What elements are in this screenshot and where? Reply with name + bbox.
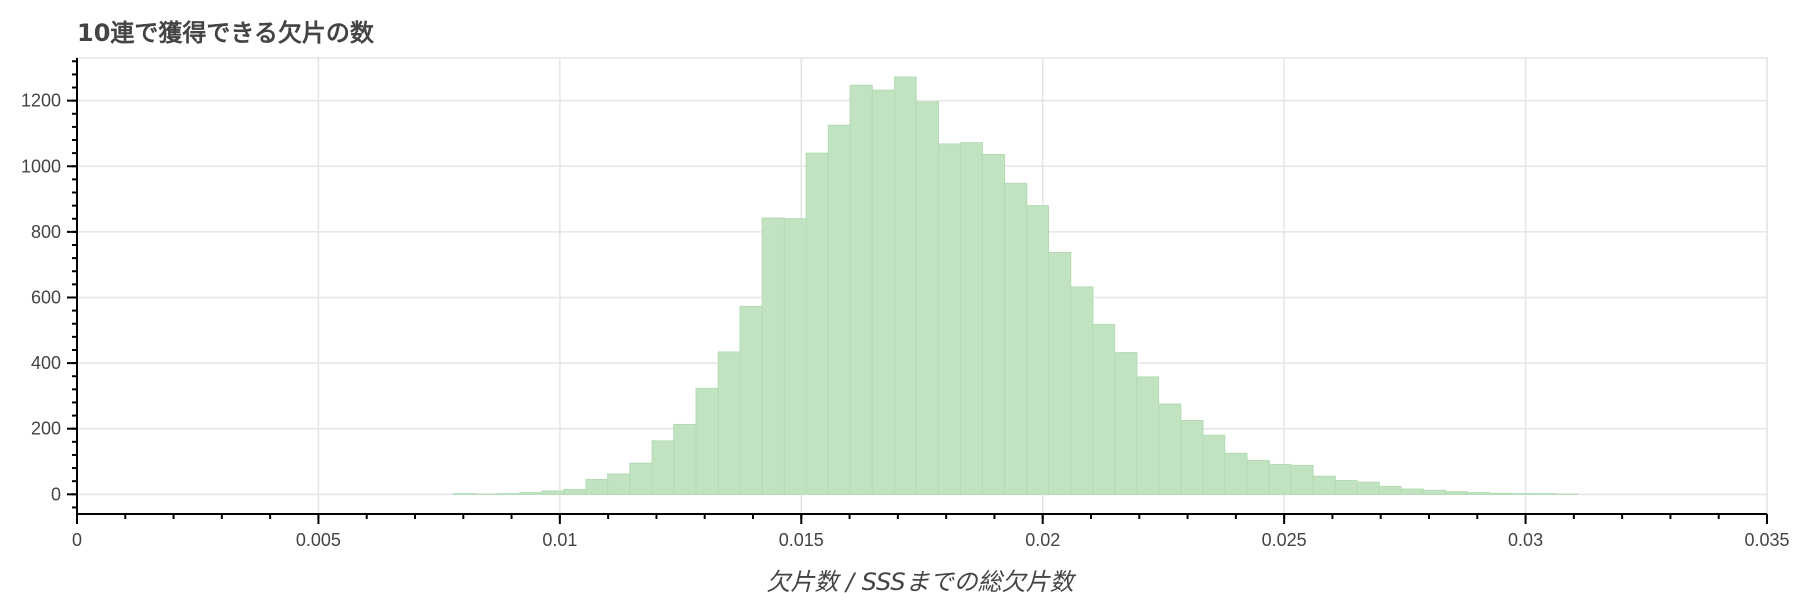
histogram-bar: [1401, 489, 1423, 494]
chart-title: 10連で獲得できる欠片の数: [77, 19, 375, 47]
histogram-bar: [806, 153, 828, 494]
histogram-bar: [454, 494, 476, 495]
x-tick-label: 0.02: [1025, 530, 1060, 550]
x-tick-label: 0.015: [779, 530, 824, 550]
histogram-bar: [1335, 481, 1357, 495]
histogram-bar: [542, 491, 564, 494]
histogram-bar: [784, 219, 806, 495]
histogram-bar: [674, 424, 696, 494]
histogram-bar: [1115, 353, 1137, 495]
histogram-bar: [872, 90, 894, 494]
y-tick-label: 600: [31, 287, 61, 307]
histogram-bar: [1181, 421, 1203, 495]
x-tick-label: 0.005: [296, 530, 341, 550]
histogram-bar: [982, 154, 1004, 494]
histogram-bar: [1027, 206, 1049, 495]
histogram-bar: [1247, 461, 1269, 495]
histogram-bar: [894, 77, 916, 494]
histogram-bar: [652, 441, 674, 494]
x-axis-label: 欠片数 / SSSまでの総欠片数: [766, 568, 1076, 596]
histogram-bar: [1269, 464, 1291, 494]
histogram-bar: [1159, 404, 1181, 494]
histogram-bar: [1137, 377, 1159, 494]
y-tick-label: 1000: [21, 156, 61, 176]
histogram-bar: [564, 489, 586, 494]
x-tick-label: 0: [72, 530, 82, 550]
histogram-bar: [850, 85, 872, 494]
histogram-bar: [1423, 490, 1445, 494]
y-tick-label: 1200: [21, 91, 61, 111]
histogram-bar: [762, 218, 784, 494]
histogram-bar: [1313, 476, 1335, 494]
histogram-bar: [1225, 453, 1247, 494]
histogram-bar: [608, 474, 630, 494]
histogram-bar: [1203, 435, 1225, 494]
histogram-bar: [1049, 253, 1071, 495]
histogram-bars: [454, 77, 1578, 494]
histogram-bar: [1093, 324, 1115, 494]
histogram-bar: [1357, 482, 1379, 494]
histogram-bar: [740, 306, 762, 494]
histogram-bar: [1533, 494, 1555, 495]
histogram-bar: [938, 144, 960, 494]
histogram-bar: [1379, 486, 1401, 494]
histogram-bar: [1005, 183, 1027, 494]
x-tick-label: 0.035: [1744, 530, 1789, 550]
x-tick-label: 0.01: [542, 530, 577, 550]
histogram-bar: [718, 352, 740, 494]
histogram-bar: [630, 463, 652, 494]
histogram-bar: [828, 125, 850, 494]
histogram-bar: [1489, 493, 1511, 494]
histogram-bar: [696, 388, 718, 494]
histogram-bar: [498, 494, 520, 495]
histogram-bar: [1512, 494, 1534, 495]
y-tick-label: 200: [31, 419, 61, 439]
histogram-bar: [961, 143, 983, 495]
histogram-bar: [1445, 492, 1467, 495]
y-tick-label: 400: [31, 353, 61, 373]
histogram-bar: [1071, 287, 1093, 494]
y-tick-label: 800: [31, 222, 61, 242]
y-tick-label: 0: [51, 484, 61, 504]
histogram-bar: [916, 102, 938, 494]
histogram-bar: [586, 480, 608, 495]
histogram-bar: [520, 493, 542, 495]
x-tick-label: 0.025: [1262, 530, 1307, 550]
histogram-bar: [1291, 465, 1313, 494]
x-tick-label: 0.03: [1508, 530, 1543, 550]
histogram-bar: [1467, 493, 1489, 495]
